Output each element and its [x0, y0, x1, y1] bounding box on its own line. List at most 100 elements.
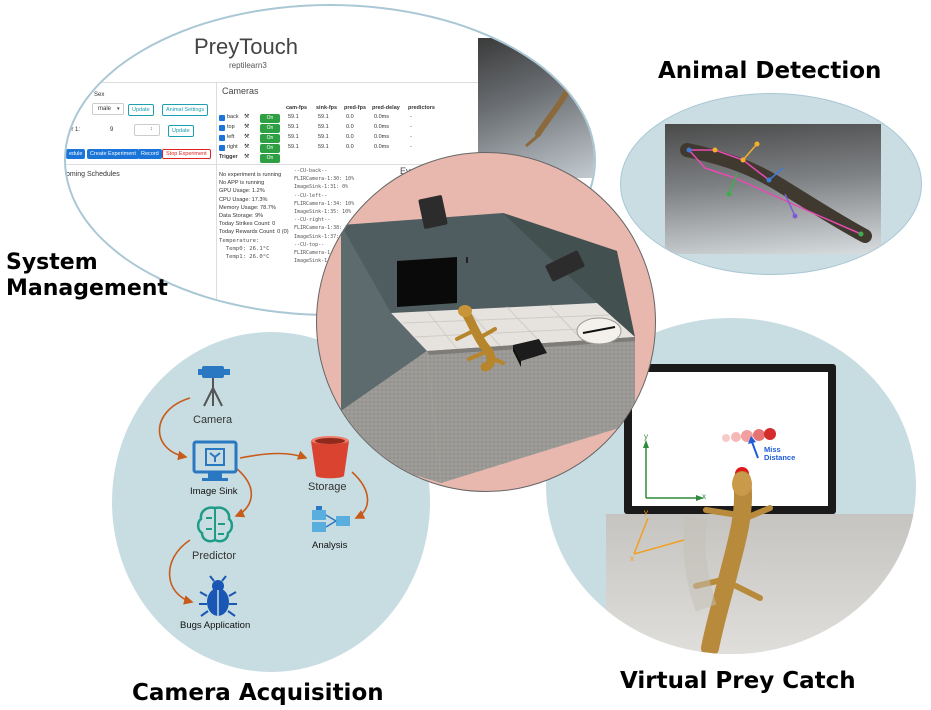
status-line: Today Rewards Count: 0 (0) [219, 229, 289, 236]
log-line: ImageSink-1:31: 0% [294, 184, 349, 191]
camera-toggle[interactable]: On [260, 114, 280, 123]
wrench-icon[interactable]: ⚒ [244, 124, 250, 130]
camera-toggle[interactable]: On [260, 134, 280, 143]
status-line: Temperature: [219, 237, 260, 244]
arrow-sink-to-storage [239, 450, 308, 460]
stop-experiment-button[interactable]: Stop Experiment [162, 149, 211, 159]
record-button[interactable]: Record [138, 149, 162, 159]
row-divider [66, 164, 216, 165]
log-line: ImageSink-1:35: 10% [294, 209, 352, 215]
row-divider-right [216, 164, 496, 165]
arrow-predictor-to-bugs [168, 539, 194, 605]
camera-cell: - [410, 114, 412, 120]
upcoming-schedules-title: oming Schedules [66, 171, 120, 178]
status-line: Memory Usage: 78.7% [219, 204, 276, 211]
camera-toggle[interactable]: On [260, 144, 280, 153]
log-line: FLIRCamera-1:30: 10% [294, 176, 355, 183]
camera-cell: 59.1 [288, 114, 299, 120]
storage-bucket-icon [311, 436, 349, 479]
wrench-icon[interactable]: ⚒ [244, 134, 250, 140]
top-camera-icon [418, 195, 468, 263]
camera-cell: 59.1 [288, 124, 299, 130]
camera-name: right [227, 144, 238, 150]
status-line: Temp0: 26.1°C [219, 245, 270, 252]
screen-display [632, 372, 828, 506]
camera-toggle[interactable]: On [260, 124, 280, 133]
log-line: --CU-left-- [294, 192, 328, 199]
sex-select[interactable]: male ▾ [92, 103, 124, 115]
update-sex-button[interactable]: Update [128, 104, 154, 116]
bugs-application-label: Bugs Application [180, 620, 251, 631]
camera-cell: - [410, 144, 412, 150]
header-divider [66, 82, 486, 83]
create-experiment-button[interactable]: Create Experiment [87, 149, 139, 159]
camera-acquisition-label: Camera Acquisition [132, 680, 384, 706]
floor-area [606, 514, 916, 654]
status-line: No APP is running [219, 180, 265, 187]
log-line: --CU-top-- [294, 241, 325, 248]
animal-settings-button[interactable]: Animal Settings [162, 104, 209, 116]
screen-x-axis-label: x [702, 492, 706, 501]
camera-column-header: predictors [408, 105, 435, 111]
cameras-title: Cameras [222, 86, 259, 96]
camera-name: back [227, 114, 239, 120]
status-line: Data Storage: 9% [219, 213, 264, 219]
camera-icon [198, 366, 230, 407]
status-line: CPU Usage: 17.3% [219, 196, 268, 203]
log-line: FLIRCamera-1:34: 10% [294, 200, 355, 207]
camera-cell: 0.0ms [374, 114, 389, 120]
camera-cell: 0.0 [346, 134, 354, 140]
arrow-sink-to-predictor [234, 467, 253, 518]
analysis-icon [312, 506, 350, 532]
schedule-button[interactable]: edule [66, 149, 86, 159]
wrench-icon[interactable]: ⚒ [244, 154, 250, 160]
camera-column-header: sink-fps [316, 105, 338, 111]
chevron-down-icon: ▾ [117, 106, 120, 112]
camera-checkbox[interactable] [219, 135, 225, 141]
log-line: --CU-right-- [294, 217, 331, 224]
stepper-icon: ↕ [150, 126, 153, 132]
status-line: Temp1: 26.0°C [219, 254, 270, 260]
storage-label: Storage [308, 481, 347, 493]
floor-x-axis-label: x [630, 554, 634, 563]
arena-center-panel [316, 152, 656, 492]
side-camera-icon [545, 250, 585, 282]
virtual-prey-catch-label: Virtual Prey Catch [620, 668, 856, 694]
camera-column-header: pred-delay [372, 105, 400, 111]
app-title: PreyTouch [194, 34, 298, 59]
log-line: ImageSink-1:33 [294, 258, 337, 265]
trigger-label: Trigger [219, 154, 238, 160]
sex-label: Sex [94, 92, 105, 98]
virtual-prey-panel: y x Miss Distance y x [546, 318, 916, 654]
update-number-button[interactable]: Update [168, 125, 194, 137]
camera-cell: 59.1 [318, 144, 329, 150]
log-line: FLIRCamera-1:32 [294, 250, 340, 256]
camera-cell: - [410, 134, 412, 140]
wrench-icon[interactable]: ⚒ [244, 114, 250, 120]
camera-checkbox[interactable] [219, 115, 225, 121]
analysis-label: Analysis [312, 540, 348, 551]
camera-cell: 0.0ms [374, 134, 389, 140]
floor-y-axis-label: y [644, 508, 648, 517]
sex-select-value: male [98, 106, 112, 112]
camera-checkbox[interactable] [219, 125, 225, 131]
trigger-toggle[interactable]: On [260, 154, 280, 163]
camera-cell: 0.0ms [374, 144, 389, 150]
camera-cell: 59.1 [318, 124, 329, 130]
camera-column-header: cam-fps [286, 105, 308, 111]
camera-cell: 59.1 [318, 134, 329, 140]
number-stepper[interactable]: ↕ [134, 124, 160, 136]
camera-cell: - [410, 124, 412, 130]
camera-cell: 59.1 [318, 114, 329, 120]
prey-catch-illustration [633, 428, 776, 654]
camera-checkbox[interactable] [219, 145, 225, 151]
camera-cell: 59.1 [288, 134, 299, 140]
status-line: Today Strikes Count: 0 [219, 221, 276, 228]
lizard-photo-icon [525, 56, 575, 148]
image-sink-icon [192, 440, 238, 481]
camera-cell: 59.1 [288, 144, 299, 150]
camera-label: Camera [193, 414, 233, 426]
host-name: reptilearn3 [229, 61, 267, 70]
wrench-icon[interactable]: ⚒ [244, 144, 250, 150]
